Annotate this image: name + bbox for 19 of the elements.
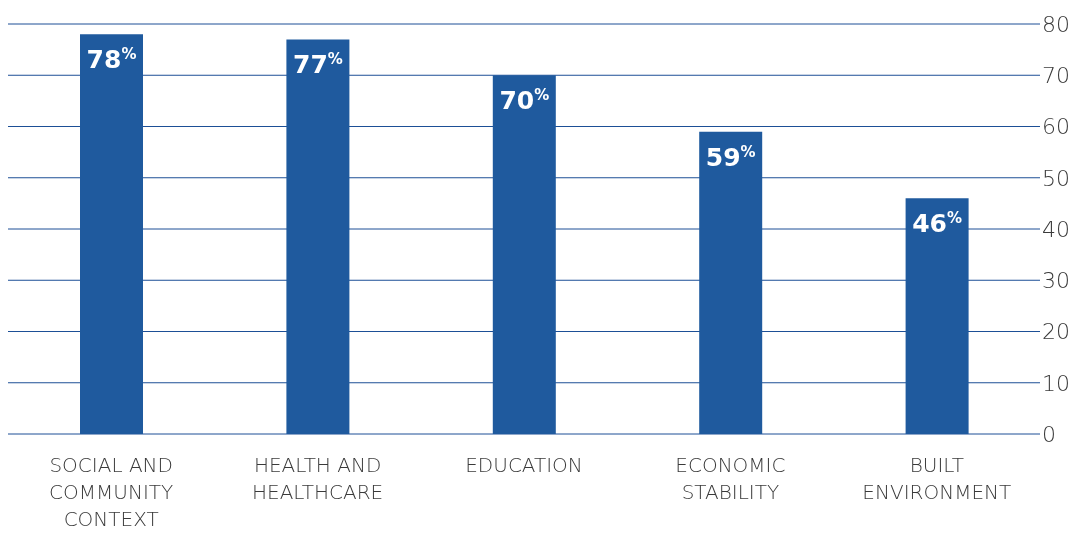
y-tick-label: 60	[1042, 114, 1070, 140]
data-label: 59$^{%}$	[705, 142, 756, 172]
y-tick-label: 80	[1042, 11, 1070, 37]
x-tick-label: EDUCATION	[465, 453, 583, 477]
y-tick-label: 70	[1042, 63, 1070, 89]
y-tick-label: 30	[1042, 268, 1070, 294]
data-label: 77$^{%}$	[292, 50, 343, 80]
y-tick-label: 20	[1042, 319, 1070, 345]
x-tick-label: SOCIAL AND COMMUNITY CONTEXT	[49, 453, 174, 531]
x-tick-label: ECONOMIC STABILITY	[675, 453, 786, 504]
data-label: 78$^{%}$	[86, 45, 137, 75]
y-tick-label: 40	[1042, 216, 1070, 242]
x-tick-label: BUILT ENVIRONMENT	[862, 453, 1012, 504]
y-tick-label: 10	[1042, 370, 1070, 396]
x-tick-label: HEALTH AND HEALTHCARE	[252, 453, 384, 504]
y-tick-label: 50	[1042, 165, 1070, 191]
y-tick-label: 0	[1042, 421, 1056, 447]
data-label: 46$^{%}$	[912, 209, 963, 239]
data-label: 70$^{%}$	[499, 86, 550, 116]
